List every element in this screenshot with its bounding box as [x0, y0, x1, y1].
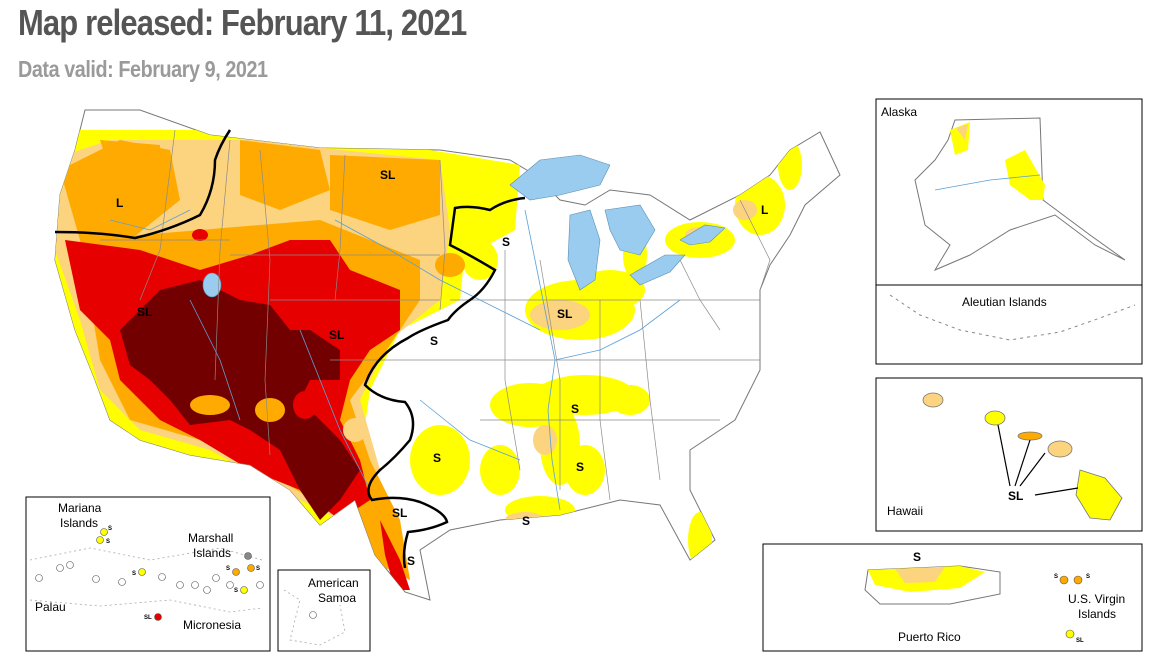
data-valid-subtitle: Data valid: February 9, 2021 [18, 56, 268, 82]
conus-map: SL L S L SL SL S SL S S S SL S S [54, 109, 841, 601]
maui [1047, 440, 1073, 458]
puerto-rico-impact-label-s: S [913, 550, 921, 564]
impact-label-sl-texas: SL [392, 506, 407, 520]
hawaii-label: Hawaii [887, 504, 923, 518]
impact-label-s-arkansas: S [433, 451, 441, 465]
usvi-st-croix [1065, 629, 1075, 639]
aleutian-label: Aleutian Islands [962, 295, 1047, 309]
map-title: Map released: February 11, 2021 [18, 2, 467, 43]
d4-areas [120, 280, 360, 520]
impact-label-s-south-texas: S [407, 554, 415, 568]
rivers [109, 209, 681, 511]
micronesia-impact-label-s: S [132, 571, 136, 577]
impact-label-sl-rockies: SL [329, 328, 344, 342]
impact-label-sl-west: SL [137, 305, 152, 319]
impact-boundaries [54, 129, 526, 569]
state-lines [100, 129, 771, 501]
alaska-shape [914, 117, 1126, 272]
marshall-label-line2: Islands [193, 546, 231, 560]
usvi-impact-label-s: S [1054, 574, 1058, 580]
impact-label-s-gulf: S [522, 514, 530, 528]
drought-layers [55, 130, 802, 590]
great-salt-lake [202, 272, 222, 298]
drought-pockets [190, 391, 367, 442]
pacific-islands-inset: Mariana Islands Marshall Islands Palau M… [25, 496, 271, 652]
mariana-label-line1: Mariana [58, 501, 102, 515]
lake-superior [509, 154, 611, 201]
hawaii-inset: Hawaii SL [875, 377, 1143, 532]
usvi-label-line1: U.S. Virgin [1068, 592, 1125, 606]
alaska-d1-nw [956, 124, 968, 140]
lake-huron [604, 204, 656, 256]
lake-michigan [567, 209, 601, 291]
great-lakes [202, 154, 726, 298]
marshall-label-line1: Marshall [188, 531, 233, 545]
puerto-rico-d1 [895, 567, 945, 583]
micronesia-label: Micronesia [183, 618, 241, 632]
molokai [1017, 431, 1043, 441]
impact-label-sl-northern-plains: SL [380, 168, 395, 182]
aleutian-chain [889, 294, 1136, 341]
micronesia-impact-label-sl: SL [144, 615, 152, 621]
alaska-label: Alaska [881, 105, 917, 119]
american-samoa-label-line2: Samoa [318, 591, 356, 605]
palau-label: Palau [35, 600, 66, 614]
puerto-rico-label: Puerto Rico [898, 630, 961, 644]
hawaii-sl-pointers [997, 424, 1079, 496]
lake-erie [629, 254, 686, 286]
pacific-island-markers [35, 528, 264, 621]
conus-impact-labels: SL L S L SL SL S SL S S S SL S S [116, 168, 768, 568]
marshall-impact-label-s-2: S [256, 566, 260, 572]
usvi-st-john [1073, 575, 1083, 585]
impact-label-l-northwest: L [116, 196, 123, 210]
impact-label-s-upper-midwest: S [502, 235, 510, 249]
american-samoa-inset: American Samoa [277, 569, 371, 652]
hawaii-impact-label-sl: SL [1008, 489, 1023, 503]
alaska-d0 [1005, 150, 1045, 200]
mariana-impact-label-s-2: S [106, 539, 110, 545]
impact-label-s-ohio-valley: S [571, 402, 579, 416]
mariana-impact-label-s: S [108, 526, 112, 532]
usvi-label-line2: Islands [1078, 607, 1116, 621]
usvi-impact-label-sl: SL [1076, 638, 1084, 644]
lake-ontario [679, 224, 726, 246]
usvi-st-thomas [1059, 575, 1069, 585]
impact-label-s-plains: S [430, 334, 438, 348]
impact-label-l-northeast: L [761, 203, 768, 217]
usvi-impact-label-s-2: S [1086, 574, 1090, 580]
marshall-impact-label-s: S [226, 566, 230, 572]
impact-label-sl-midwest: SL [557, 307, 572, 321]
oahu [984, 410, 1006, 426]
mariana-label-line2: Islands [60, 516, 98, 530]
marshall-impact-label-s-3: S [234, 588, 238, 594]
american-samoa-marker [309, 611, 317, 619]
impact-label-s-deep-south: S [576, 460, 584, 474]
american-samoa-label-line1: American [308, 576, 359, 590]
alaska-inset: Alaska [875, 98, 1143, 286]
puerto-rico-inset: S Puerto Rico S S SL U.S. Virgin Islands [762, 543, 1143, 652]
big-island [1075, 469, 1123, 521]
kauai [922, 392, 944, 408]
aleutian-inset: Aleutian Islands [875, 284, 1143, 365]
